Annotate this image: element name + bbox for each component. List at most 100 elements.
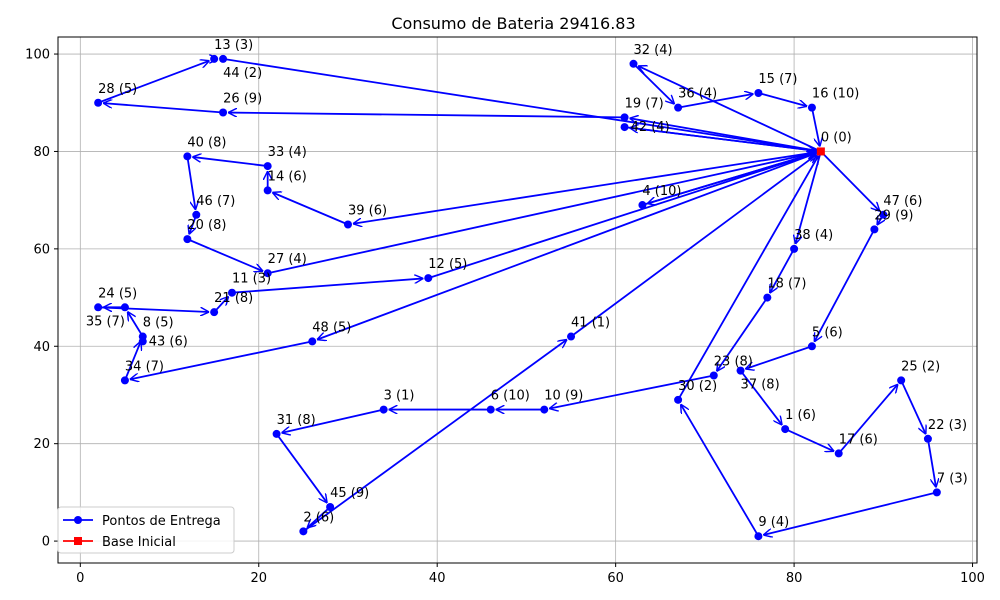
point-label: 17 (6) bbox=[839, 432, 878, 447]
delivery-point bbox=[923, 434, 932, 443]
point-label: 25 (2) bbox=[901, 359, 940, 374]
route-segment bbox=[763, 491, 938, 535]
route-segment bbox=[103, 103, 224, 114]
point-label: 5 (6) bbox=[812, 325, 843, 340]
point-label: 3 (1) bbox=[384, 389, 415, 404]
route-segment bbox=[128, 312, 144, 337]
point-label: 34 (7) bbox=[125, 359, 164, 374]
point-label: 28 (5) bbox=[98, 82, 137, 97]
route-segment bbox=[272, 192, 349, 226]
delivery-point bbox=[754, 532, 763, 541]
delivery-point bbox=[183, 152, 192, 161]
x-tick-label: 0 bbox=[76, 571, 84, 586]
point-label: 16 (10) bbox=[812, 87, 859, 102]
route-segment bbox=[228, 113, 625, 119]
point-label: 11 (3) bbox=[232, 272, 271, 287]
point-label: 0 (0) bbox=[821, 130, 852, 145]
route-segment bbox=[820, 150, 880, 211]
route-lines bbox=[97, 58, 938, 536]
route-segment bbox=[549, 374, 714, 408]
route-segment bbox=[624, 126, 816, 151]
route-segment bbox=[811, 107, 820, 147]
delivery-point bbox=[299, 527, 308, 536]
delivery-point bbox=[567, 332, 576, 341]
delivery-point bbox=[326, 502, 335, 511]
point-label: 31 (8) bbox=[277, 413, 316, 428]
point-label: 30 (2) bbox=[678, 379, 717, 394]
point-label: 24 (5) bbox=[98, 286, 137, 301]
delivery-point bbox=[210, 54, 219, 63]
x-tick-label: 40 bbox=[429, 571, 446, 586]
delivery-point bbox=[183, 235, 192, 244]
delivery-point bbox=[263, 269, 272, 278]
delivery-point bbox=[120, 303, 129, 312]
delivery-point bbox=[674, 395, 683, 404]
point-label: 18 (7) bbox=[767, 277, 806, 292]
legend-label-delivery: Pontos de Entrega bbox=[102, 514, 221, 529]
point-label: 36 (4) bbox=[678, 87, 717, 102]
route-segment bbox=[267, 153, 816, 275]
route-segment bbox=[768, 248, 795, 293]
route-segment bbox=[192, 157, 268, 167]
point-label: 7 (3) bbox=[937, 471, 968, 486]
legend: Pontos de Entrega Base Inicial bbox=[57, 506, 235, 554]
delivery-point bbox=[807, 342, 816, 351]
point-label: 23 (8) bbox=[714, 354, 753, 369]
route-segment bbox=[717, 297, 769, 372]
route-segment bbox=[353, 150, 821, 223]
delivery-point bbox=[138, 337, 147, 346]
delivery-point bbox=[227, 288, 236, 297]
delivery-point bbox=[343, 220, 352, 229]
delivery-point bbox=[807, 103, 816, 112]
delivery-point bbox=[879, 210, 888, 219]
route-segment bbox=[281, 408, 384, 433]
point-label: 46 (7) bbox=[196, 194, 235, 209]
legend-box bbox=[57, 506, 235, 554]
point-label: 8 (5) bbox=[143, 316, 174, 331]
route-segment bbox=[758, 92, 807, 106]
route-segment bbox=[307, 506, 331, 528]
point-label: 48 (5) bbox=[312, 320, 351, 335]
route-segment bbox=[317, 150, 822, 339]
point-label: 39 (6) bbox=[348, 204, 387, 219]
y-tick-label: 40 bbox=[33, 340, 50, 355]
y-tick-label: 100 bbox=[25, 48, 50, 63]
route-segment bbox=[739, 370, 783, 425]
point-label: 2 (6) bbox=[303, 510, 334, 525]
delivery-point bbox=[308, 337, 317, 346]
route-segment bbox=[745, 345, 813, 369]
delivery-point bbox=[486, 405, 495, 414]
point-label: 44 (2) bbox=[223, 66, 262, 81]
route-segment bbox=[838, 384, 898, 455]
delivery-point bbox=[379, 405, 388, 414]
delivery-point bbox=[629, 59, 638, 68]
point-label: 6 (10) bbox=[491, 389, 530, 404]
legend-marker-base bbox=[74, 537, 82, 545]
route-segment bbox=[638, 66, 822, 153]
route-segment bbox=[900, 379, 926, 434]
point-label: 40 (8) bbox=[187, 135, 226, 150]
delivery-point bbox=[263, 186, 272, 195]
point-label: 42 (4) bbox=[631, 120, 670, 135]
route-segment bbox=[187, 238, 263, 271]
route-segment bbox=[98, 306, 209, 312]
delivery-point bbox=[424, 274, 433, 283]
point-label: 19 (7) bbox=[625, 96, 664, 111]
point-label: 9 (4) bbox=[758, 515, 789, 530]
delivery-point bbox=[219, 108, 228, 117]
delivery-point bbox=[638, 201, 647, 210]
chart-title: Consumo de Bateria 29416.83 bbox=[391, 14, 635, 33]
x-tick-label: 80 bbox=[786, 571, 803, 586]
point-label: 21 (8) bbox=[214, 291, 253, 306]
delivery-point bbox=[790, 244, 799, 253]
legend-label-base: Base Inicial bbox=[102, 535, 176, 550]
route-segment bbox=[795, 151, 822, 244]
route-segment bbox=[222, 58, 816, 151]
route-segment bbox=[570, 154, 817, 338]
delivery-point bbox=[834, 449, 843, 458]
route-segment bbox=[130, 340, 313, 379]
point-label: 4 (10) bbox=[642, 184, 681, 199]
delivery-point bbox=[120, 376, 129, 385]
point-label: 14 (6) bbox=[268, 169, 307, 184]
